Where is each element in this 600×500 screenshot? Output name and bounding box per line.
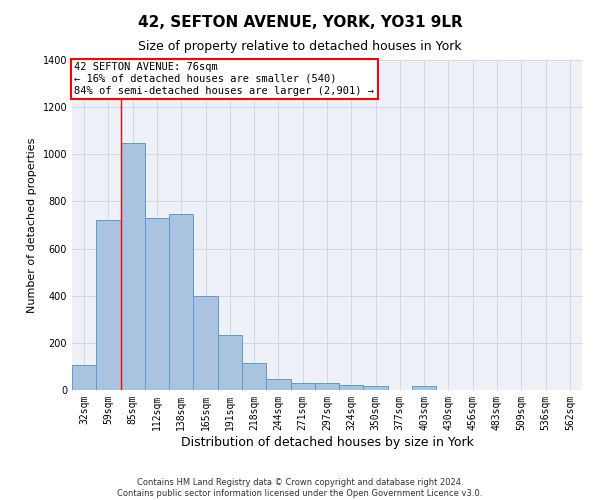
Bar (315, 384, 339, 390)
Bar (145, 218, 169, 390)
Bar (339, 385, 364, 390)
X-axis label: Distribution of detached houses by size in York: Distribution of detached houses by size … (181, 436, 473, 448)
Bar (193, 296, 218, 390)
Text: 42 SEFTON AVENUE: 76sqm
← 16% of detached houses are smaller (540)
84% of semi-d: 42 SEFTON AVENUE: 76sqm ← 16% of detache… (74, 62, 374, 96)
Bar (266, 380, 290, 390)
Bar (121, 142, 145, 390)
Bar (96, 220, 121, 390)
Bar (72, 364, 96, 390)
Y-axis label: Number of detached properties: Number of detached properties (27, 138, 37, 312)
Bar (218, 334, 242, 390)
Bar (412, 386, 436, 390)
Bar (242, 363, 266, 390)
Bar (364, 386, 388, 390)
Text: 42, SEFTON AVENUE, YORK, YO31 9LR: 42, SEFTON AVENUE, YORK, YO31 9LR (137, 15, 463, 30)
Text: Contains HM Land Registry data © Crown copyright and database right 2024.
Contai: Contains HM Land Registry data © Crown c… (118, 478, 482, 498)
Bar (290, 384, 315, 390)
Bar (169, 214, 193, 390)
Text: Size of property relative to detached houses in York: Size of property relative to detached ho… (138, 40, 462, 53)
